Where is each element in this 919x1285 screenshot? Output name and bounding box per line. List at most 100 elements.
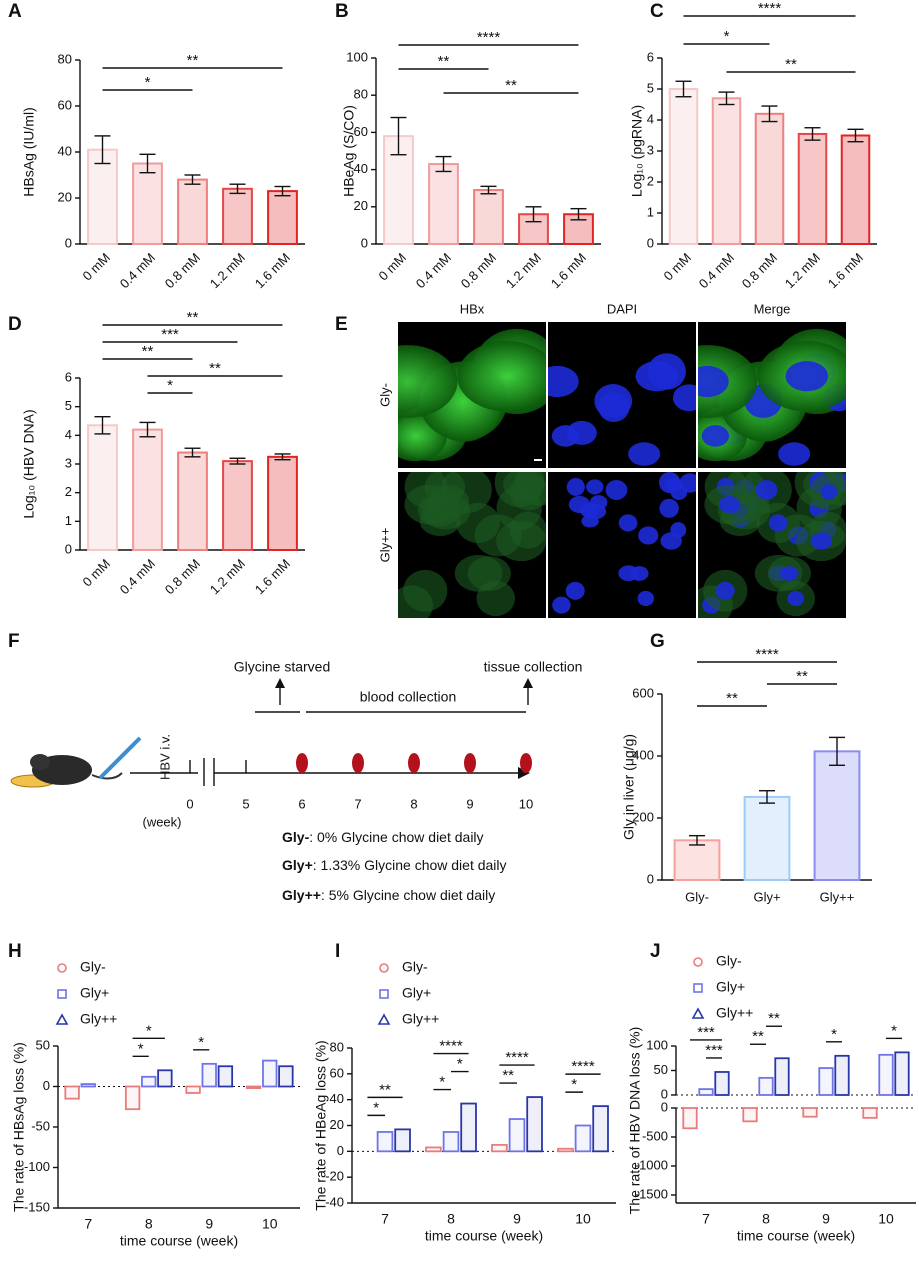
y-axis-label: Log₁₀ (pgRNA) bbox=[629, 105, 645, 197]
significance-label: * bbox=[457, 1056, 463, 1073]
legend-marker bbox=[55, 1013, 69, 1025]
legend-marker bbox=[379, 963, 389, 973]
y-tick-label: 4 bbox=[65, 427, 72, 442]
panel-label: E bbox=[335, 314, 348, 335]
significance-label: **** bbox=[505, 1049, 529, 1066]
legend-marker bbox=[377, 1013, 391, 1025]
nucleus bbox=[672, 384, 696, 412]
bar bbox=[124, 1085, 141, 1111]
diet-group: Gly- bbox=[282, 829, 310, 845]
blood-drop bbox=[352, 753, 364, 773]
bar bbox=[80, 1083, 96, 1088]
week-label: 5 bbox=[242, 796, 249, 811]
x-tick-label: 0 mM bbox=[79, 556, 113, 590]
nucleus bbox=[637, 590, 655, 607]
legend-marker bbox=[57, 989, 67, 999]
significance-label: ** bbox=[187, 309, 199, 326]
bar bbox=[714, 1071, 730, 1096]
nucleus bbox=[594, 384, 633, 418]
legend-marker bbox=[57, 963, 67, 973]
bar bbox=[574, 1124, 592, 1153]
diet-line: Gly-: 0% Glycine chow diet daily bbox=[282, 829, 484, 845]
nucleus bbox=[715, 581, 735, 600]
legend-label: Gly++ bbox=[402, 1011, 439, 1027]
bar bbox=[185, 1085, 201, 1094]
y-tick-label: 0 bbox=[661, 1099, 668, 1114]
significance-label: ** bbox=[505, 77, 517, 94]
nucleus bbox=[768, 514, 788, 532]
x-tick-label: 8 bbox=[762, 1211, 770, 1227]
y-tick-label: 0 bbox=[65, 541, 72, 556]
nucleus bbox=[659, 498, 679, 518]
y-axis-label: The rate of HBsAg loss (%) bbox=[11, 1042, 27, 1212]
nucleus bbox=[780, 566, 799, 581]
legend-label: Gly+ bbox=[716, 979, 745, 995]
y-tick-label: 0 bbox=[647, 235, 654, 250]
y-tick-label: 50 bbox=[36, 1037, 50, 1052]
week-label: 6 bbox=[298, 796, 305, 811]
significance-label: ** bbox=[726, 690, 738, 707]
significance-label: * bbox=[571, 1076, 577, 1093]
error-bar bbox=[759, 790, 775, 804]
column-label: HBx bbox=[460, 301, 485, 316]
y-tick-label: 200 bbox=[632, 809, 654, 824]
bar bbox=[460, 1102, 477, 1153]
significance-label: * bbox=[831, 1026, 837, 1043]
y-tick-label: 100 bbox=[646, 1037, 668, 1052]
micrograph bbox=[548, 322, 696, 468]
bar bbox=[132, 428, 163, 552]
mouse-head bbox=[30, 754, 50, 770]
error-bar bbox=[718, 91, 735, 106]
y-tick-label: 1 bbox=[65, 513, 72, 528]
cells bbox=[698, 328, 846, 466]
error-bar bbox=[804, 127, 821, 141]
blood-drop bbox=[520, 753, 532, 773]
y-tick-label: 6 bbox=[65, 369, 72, 384]
hbx-signal bbox=[496, 520, 546, 562]
error-bar bbox=[229, 457, 246, 465]
legend-label: Gly- bbox=[716, 953, 742, 969]
error-bar bbox=[761, 105, 778, 123]
y-tick-label: 5 bbox=[65, 398, 72, 413]
y-axis-label: The rate of HBV DNA loss (%) bbox=[627, 1027, 643, 1215]
hbx-signal bbox=[467, 556, 511, 591]
bar bbox=[668, 88, 699, 245]
x-tick-label: Gly+ bbox=[753, 889, 780, 904]
nucleus bbox=[718, 495, 741, 513]
significance-label: ** bbox=[187, 52, 199, 69]
x-axis-label: time course (week) bbox=[425, 1228, 543, 1244]
x-tick-label: 9 bbox=[205, 1216, 213, 1232]
diet-line: Gly+: 1.33% Glycine chow diet daily bbox=[282, 857, 507, 873]
bar bbox=[878, 1053, 894, 1096]
y-tick-label: 50 bbox=[654, 1062, 668, 1077]
x-tick-label: 7 bbox=[381, 1211, 389, 1227]
y-axis-label: Gly in liver (μg/g) bbox=[621, 734, 637, 840]
error-bar bbox=[570, 207, 587, 221]
y-tick-label: -150 bbox=[24, 1199, 50, 1214]
error-bar bbox=[94, 416, 111, 435]
bar bbox=[818, 1067, 834, 1096]
nucleus bbox=[565, 581, 585, 600]
error-bar bbox=[139, 153, 156, 174]
micrograph bbox=[398, 472, 546, 618]
bar bbox=[673, 839, 721, 882]
y-tick-label: 0 bbox=[65, 235, 72, 250]
legend-label: Gly+ bbox=[402, 985, 431, 1001]
significance-label: **** bbox=[571, 1058, 595, 1075]
nucleus bbox=[701, 425, 729, 447]
x-tick-label: 9 bbox=[513, 1211, 521, 1227]
bar bbox=[442, 1131, 460, 1153]
y-tick-label: -50 bbox=[31, 1118, 50, 1133]
x-tick-label: 8 bbox=[145, 1216, 153, 1232]
y-tick-label: 600 bbox=[632, 685, 654, 700]
column-label: Merge bbox=[754, 301, 791, 316]
x-tick-label: 1.2 mM bbox=[503, 250, 544, 291]
significance-label: ** bbox=[142, 343, 154, 360]
bar bbox=[245, 1085, 262, 1090]
x-tick-label: 1.6 mM bbox=[825, 250, 866, 291]
x-tick-label: 0 mM bbox=[79, 250, 113, 284]
week-label: 8 bbox=[410, 796, 417, 811]
x-tick-label: 10 bbox=[575, 1211, 591, 1227]
bar bbox=[267, 455, 298, 552]
